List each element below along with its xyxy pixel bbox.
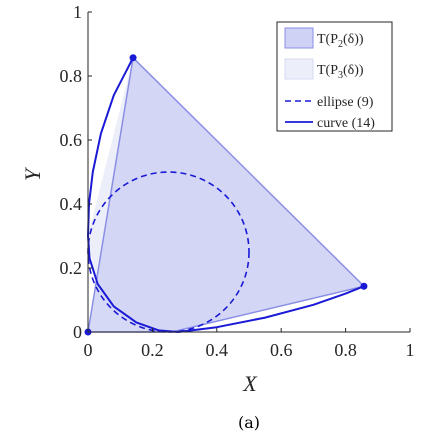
y-tick-label-0: 0 <box>73 322 82 342</box>
axes <box>87 12 410 333</box>
y-tick-label-4: 0.8 <box>60 66 83 86</box>
x-tick-label-0: 0 <box>84 340 93 360</box>
y-tick-label-3: 0.6 <box>60 130 83 150</box>
legend-label-curve: curve (14) <box>317 116 375 131</box>
x-tick-label-1: 0.2 <box>141 340 164 360</box>
legend: T(P2(δ)) T(P3(δ)) ellipse (9) curve (14) <box>276 21 393 132</box>
legend-label-ellipse: ellipse (9) <box>317 95 374 110</box>
legend-label-p2: T(P2(δ)) <box>317 32 364 50</box>
y-tick-label-2: 0.4 <box>60 194 83 214</box>
legend-entry-p2: T(P2(δ)) <box>284 27 364 50</box>
figure-caption: (a) <box>238 413 260 432</box>
legend-entry-ellipse: ellipse (9) <box>285 95 374 110</box>
x-tick-label-3: 0.6 <box>270 340 293 360</box>
legend-label-p3: T(P3(δ)) <box>317 63 364 81</box>
x-ticks: 0 0.2 0.4 0.6 0.8 1 <box>84 328 415 360</box>
curve-14 <box>87 57 365 333</box>
x-tick-label-4: 0.8 <box>334 340 357 360</box>
legend-entry-p3: T(P3(δ)) <box>284 58 364 81</box>
y-ticks: 0 0.2 0.4 0.6 0.8 1 <box>60 2 92 342</box>
x-tick-label-5: 1 <box>406 340 415 360</box>
y-tick-label-5: 1 <box>73 2 82 22</box>
legend-entry-curve: curve (14) <box>285 116 375 131</box>
vertex-marker-2 <box>360 282 368 290</box>
vertex-marker-1 <box>129 54 137 62</box>
plot-area <box>84 54 368 336</box>
y-axis-label: Y <box>20 166 45 181</box>
x-tick-label-2: 0.4 <box>206 340 229 360</box>
legend-swatch-p2 <box>284 27 314 49</box>
y-tick-label-1: 0.2 <box>60 258 83 278</box>
x-axis-label: X <box>242 371 258 396</box>
legend-swatch-p3 <box>284 58 314 80</box>
